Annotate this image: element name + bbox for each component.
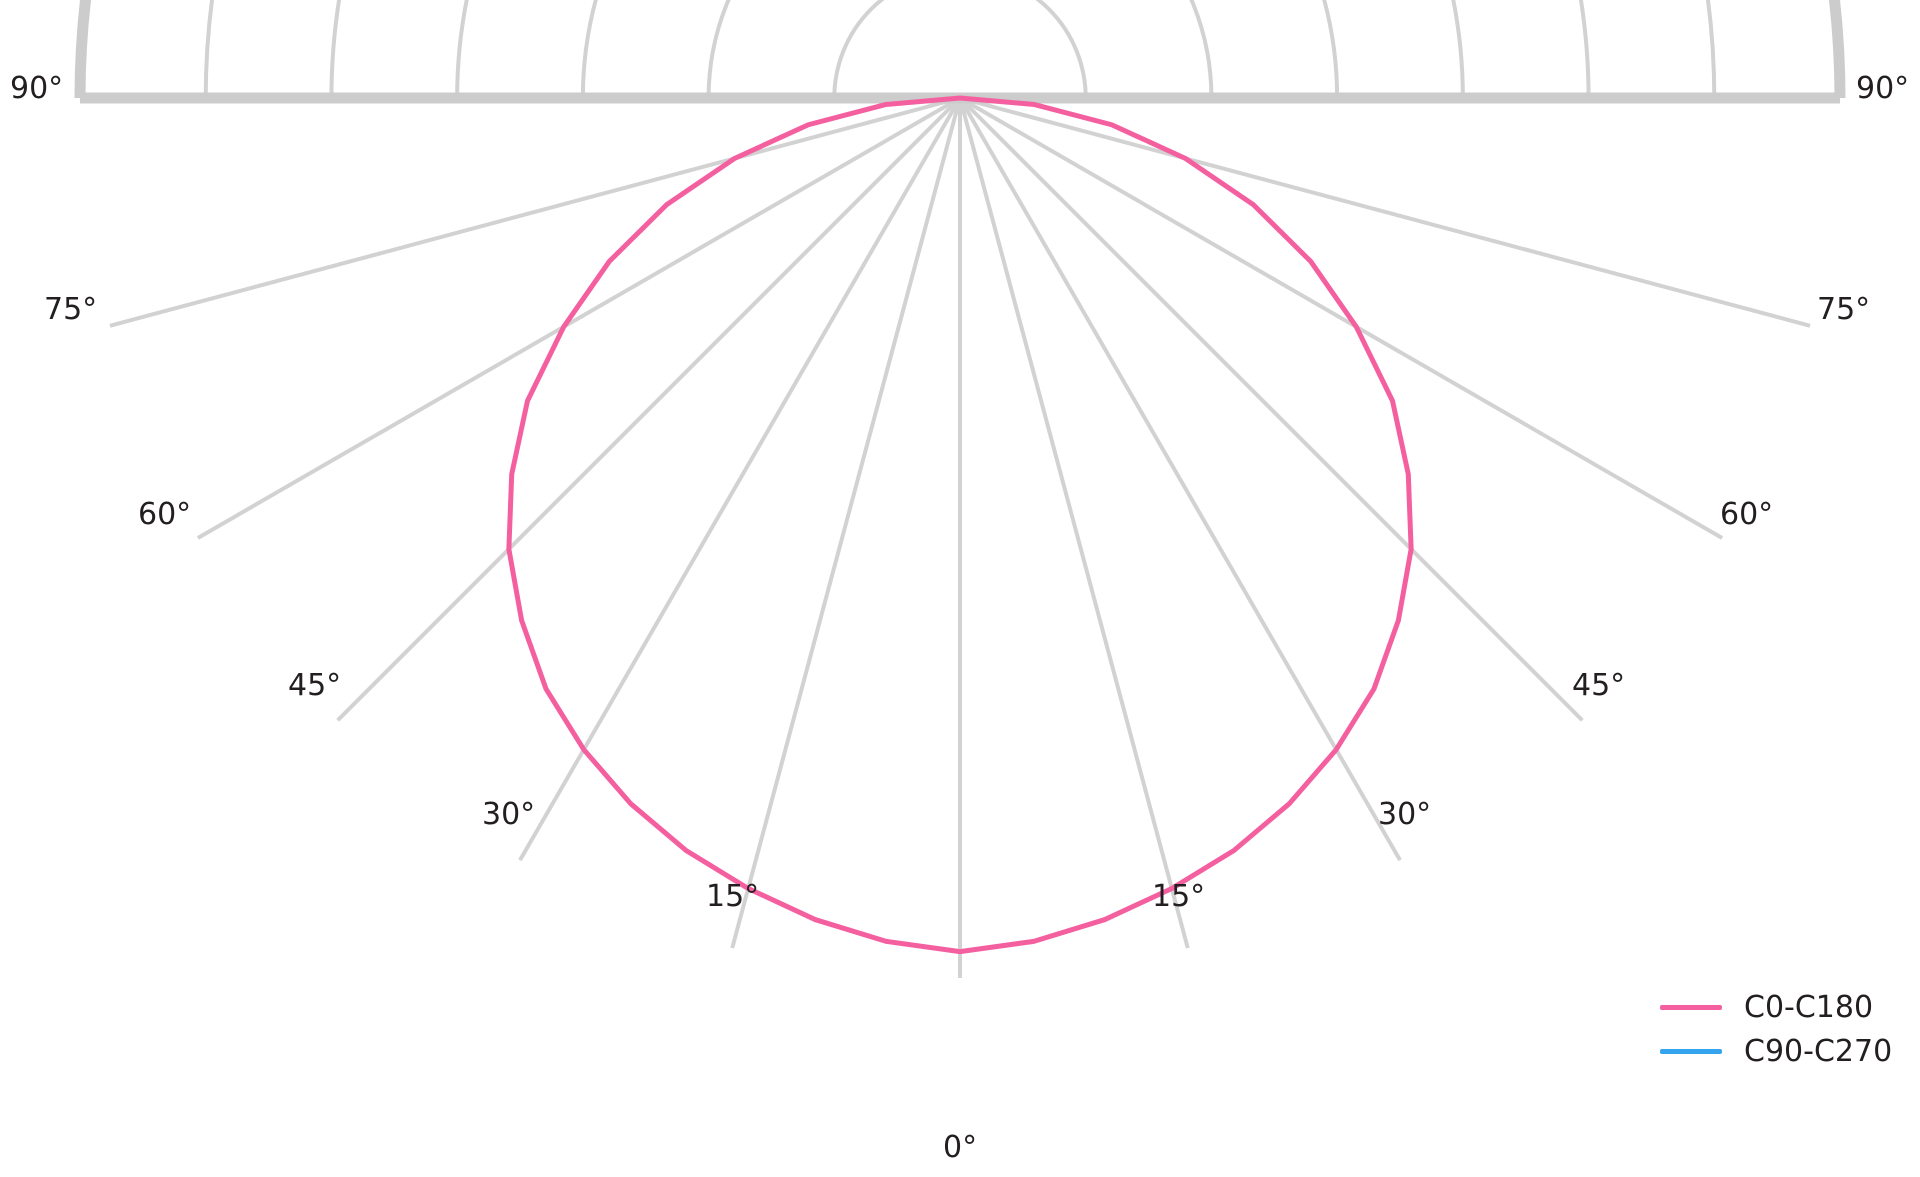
angle-label-left-2: 60° (138, 497, 192, 532)
radial-gridline-ring (203, 0, 1717, 99)
angle-label-left-3: 45° (288, 668, 342, 703)
angular-gridline-spoke (958, 96, 1402, 862)
legend-label-c0-c180: C0-C180 (1744, 989, 1874, 1025)
outer-arc (74, 0, 1846, 99)
radial-gridline-ring (455, 0, 1465, 99)
angular-gridline-spoke (958, 96, 1724, 540)
angle-label-left-1: 75° (44, 292, 98, 327)
radial-gridline-ring (329, 0, 1591, 99)
outer-boundary-arc (74, 0, 1846, 104)
angle-label-right-5: 15° (1152, 879, 1206, 914)
legend-swatch-c0-c180 (1660, 1004, 1722, 1010)
series-line-c0-c180 (506, 95, 1414, 955)
data-series-group (506, 95, 1414, 955)
legend-item[interactable]: C0-C180 (1660, 985, 1910, 1029)
angular-gridline-spoke (958, 97, 1190, 949)
angle-label-right-1: 75° (1817, 292, 1871, 327)
legend-label-c90-c270: C90-C270 (1744, 1033, 1893, 1069)
legend-item[interactable]: C90-C270 (1660, 1029, 1910, 1073)
radial-gridline-ring (832, 0, 1088, 99)
angle-label-left-0: 90° (10, 71, 64, 106)
angular-gridline-spoke (196, 96, 962, 540)
radial-gridline-ring (706, 0, 1214, 99)
angular-gridline-spoke (518, 96, 962, 862)
chart-legend: C0-C180 C90-C270 (1660, 985, 1910, 1073)
angle-label-right-3: 45° (1572, 668, 1626, 703)
legend-swatch-c90-c270 (1660, 1048, 1722, 1054)
radial-gridlines (203, 0, 1717, 99)
angular-gridlines (80, 96, 1840, 978)
radial-gridline-ring (580, 0, 1340, 99)
angle-label-right-2: 60° (1720, 497, 1774, 532)
angular-gridline-spoke (730, 97, 962, 949)
angular-gridline-spoke (958, 96, 1584, 722)
angle-label-right-0: 90° (1856, 71, 1910, 106)
angle-label-left-4: 30° (482, 797, 536, 832)
angle-label-left-5: 15° (706, 879, 760, 914)
angle-label-right-4: 30° (1378, 797, 1432, 832)
angular-gridline-spoke (336, 96, 962, 722)
angle-label-center-0: 0° (943, 1130, 978, 1165)
angular-gridline-spoke (109, 96, 961, 328)
angular-gridline-spoke (959, 96, 1811, 328)
